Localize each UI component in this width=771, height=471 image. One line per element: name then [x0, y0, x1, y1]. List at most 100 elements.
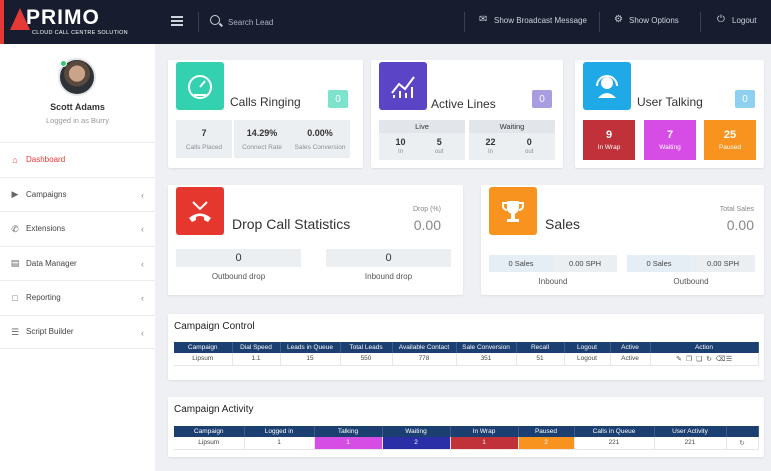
- column-header[interactable]: Campaign: [174, 342, 233, 353]
- in-wrap-cell: 1: [450, 437, 519, 450]
- chevron-left-icon: ‹: [141, 293, 144, 303]
- list-icon[interactable]: ☰: [725, 355, 733, 363]
- sales-title: Sales: [545, 216, 581, 232]
- live-out-value: 5: [436, 137, 442, 147]
- column-header[interactable]: Logout: [564, 342, 611, 353]
- column-header[interactable]: Waiting: [382, 426, 451, 437]
- column-header[interactable]: Dial Speed: [232, 342, 281, 353]
- refresh-icon[interactable]: ↻: [706, 355, 712, 363]
- refresh-icon[interactable]: ↻: [739, 439, 745, 447]
- column-header[interactable]: Paused: [518, 426, 575, 437]
- power-icon: ⏻: [717, 14, 725, 25]
- column-header[interactable]: Available Contact: [392, 342, 457, 353]
- column-header[interactable]: Active: [610, 342, 651, 353]
- table-cell: 15: [280, 353, 341, 366]
- table-cell: 51: [516, 353, 565, 366]
- total-sales-label: Total Sales: [719, 206, 754, 213]
- sidebar-nav: ⌂ Dashboard ▶ Campaigns ‹ ✆ Extensions ‹…: [0, 142, 155, 349]
- inbound-drop-value: 0: [326, 249, 451, 267]
- user-talking-count: 0: [735, 90, 755, 108]
- missed-call-icon: [176, 187, 224, 235]
- column-header[interactable]: Action: [650, 342, 759, 353]
- waiting-in-label: In: [487, 149, 493, 155]
- chat-icon: ✉: [479, 14, 488, 25]
- active-lines-title: Active Lines: [431, 97, 496, 111]
- column-header[interactable]: Leads in Queue: [280, 342, 341, 353]
- active-lines-count: 0: [532, 90, 552, 108]
- chevron-left-icon: ‹: [141, 189, 144, 200]
- calls-placed-label: Calls Placed: [185, 144, 223, 151]
- user-name: Scott Adams: [50, 102, 105, 112]
- speedometer-icon: [176, 62, 224, 110]
- outbound-drop-label: Outbound drop: [211, 272, 266, 281]
- campaign-activity-header-row: Campaign Logged in Talking Waiting In Wr…: [174, 426, 759, 437]
- sales-conversion-value: 0.00%: [307, 128, 333, 138]
- bar-chart-icon: □: [12, 292, 18, 303]
- brand-name: PRIMO: [26, 6, 100, 29]
- document-icon: ☰: [10, 326, 20, 337]
- live-in-value: 10: [395, 137, 406, 147]
- sidebar-item-data-manager[interactable]: ▤ Data Manager ‹: [0, 245, 155, 281]
- waiting-label: Waiting: [659, 144, 681, 151]
- edit-icon[interactable]: ✎: [676, 355, 682, 363]
- copy-icon[interactable]: ❐: [685, 355, 693, 363]
- column-header[interactable]: Talking: [314, 426, 383, 437]
- column-header[interactable]: Calls in Queue: [574, 426, 655, 437]
- topbar-divider: [198, 12, 199, 32]
- talking-cell: 1: [314, 437, 383, 450]
- chevron-left-icon: ‹: [141, 224, 144, 234]
- waiting-value: 7: [666, 129, 674, 141]
- logout-button[interactable]: ⏻ Logout: [717, 15, 756, 25]
- waiting-lines-box: Waiting 22 In 0 out: [469, 120, 555, 160]
- campaign-activity-title: Campaign Activity: [174, 404, 254, 415]
- sidebar-item-label: Dashboard: [26, 155, 66, 165]
- column-header: [726, 426, 759, 437]
- column-header[interactable]: User Activity: [654, 426, 727, 437]
- column-header[interactable]: Logged in: [244, 426, 315, 437]
- sidebar-item-extensions[interactable]: ✆ Extensions ‹: [0, 211, 155, 246]
- calls-placed-value: 7: [201, 128, 207, 138]
- menu-toggle-icon[interactable]: [171, 16, 183, 26]
- database-icon: ▤: [10, 258, 20, 269]
- outbound-drop-value: 0: [176, 249, 301, 267]
- action-cell: ✎ ❐ ❏ ↻ ⌫ ☰: [650, 353, 759, 366]
- sidebar-item-campaigns[interactable]: ▶ Campaigns ‹: [0, 176, 155, 212]
- topbar-divider: [599, 12, 600, 32]
- campaign-activity-card: Campaign Activity Campaign Logged in Tal…: [168, 397, 764, 457]
- sidebar-item-dashboard[interactable]: ⌂ Dashboard: [0, 142, 155, 177]
- show-broadcast-button[interactable]: ✉ Show Broadcast Message: [479, 15, 587, 25]
- search-icon: [210, 15, 220, 25]
- trash-icon[interactable]: ⌫: [715, 355, 726, 363]
- live-in-cell: 10 In: [383, 137, 417, 155]
- logout-link[interactable]: Logout: [564, 353, 611, 366]
- waiting-label: Waiting: [469, 120, 555, 133]
- sidebar-item-reporting[interactable]: □ Reporting ‹: [0, 280, 155, 315]
- waiting-out-label: out: [525, 149, 534, 155]
- inbound-sph: 0.00 SPH: [553, 255, 617, 272]
- topbar-divider: [464, 12, 465, 32]
- paused-value: 25: [723, 129, 737, 141]
- topbar-divider: [700, 12, 701, 32]
- sidebar-item-label: Reporting: [26, 293, 61, 303]
- sidebar-item-script-builder[interactable]: ☰ Script Builder ‹: [0, 314, 155, 349]
- user-subtitle: Logged in as Burry: [46, 116, 109, 125]
- show-options-button[interactable]: ⚙ Show Options: [614, 15, 679, 25]
- duplicate-icon[interactable]: ❏: [695, 355, 703, 363]
- search-lead-input[interactable]: [228, 14, 428, 30]
- column-header[interactable]: Total Leads: [340, 342, 393, 353]
- chevron-left-icon: ‹: [141, 258, 144, 269]
- active-status[interactable]: Active: [610, 353, 651, 366]
- logo-mark-icon: [10, 8, 30, 30]
- table-cell: 221: [654, 437, 727, 450]
- column-header[interactable]: In Wrap: [450, 426, 519, 437]
- column-header[interactable]: Sale Conversion: [456, 342, 517, 353]
- column-header[interactable]: Recall: [516, 342, 565, 353]
- inbound-sales-box: 0 Sales 0.00 SPH: [489, 255, 617, 272]
- brand-tagline: CLOUD CALL CENTRE SOLUTION: [32, 30, 128, 36]
- drop-percent-value: 0.00: [413, 217, 441, 233]
- brand-logo[interactable]: PRIMO CLOUD CALL CENTRE SOLUTION: [0, 0, 155, 44]
- connect-rate-stat: 14.29% Connect Rate: [234, 120, 290, 158]
- column-header[interactable]: Campaign: [174, 426, 245, 437]
- live-out-label: out: [435, 149, 444, 155]
- gear-icon: ⚙: [614, 14, 623, 25]
